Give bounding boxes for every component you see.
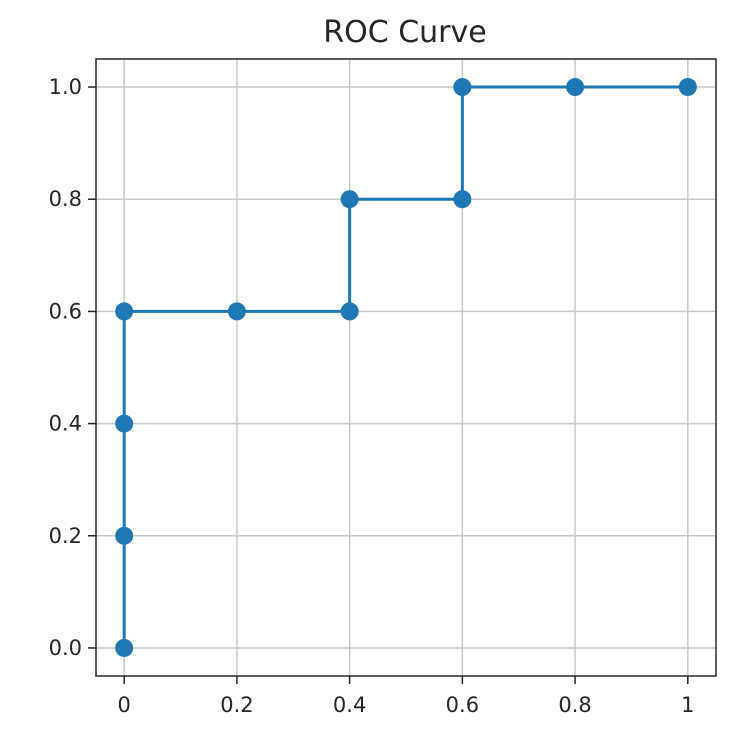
data-point <box>453 78 472 97</box>
y-tick-label: 0.4 <box>49 412 82 436</box>
data-point <box>227 302 246 321</box>
chart-title: ROC Curve <box>323 15 486 50</box>
data-point <box>115 302 134 321</box>
data-point <box>340 190 359 209</box>
x-tick-label: 0 <box>117 693 130 717</box>
data-point <box>566 78 585 97</box>
data-point <box>115 638 134 657</box>
y-tick-label: 0.6 <box>49 299 82 323</box>
tick-layer: 0 0.2 0.4 0.6 0.8 1 0.0 0.2 0.4 0.6 0.8 1.0 <box>49 75 695 717</box>
data-point <box>115 414 134 433</box>
x-tick-label: 1 <box>681 693 694 717</box>
data-point <box>340 302 359 321</box>
data-point <box>678 78 697 97</box>
x-tick-label: 0.2 <box>220 693 253 717</box>
x-tick-label: 0.6 <box>446 693 479 717</box>
y-tick-label: 1.0 <box>49 75 82 99</box>
y-tick-label: 0.8 <box>49 187 82 211</box>
data-point <box>115 526 134 545</box>
x-tick-label: 0.4 <box>333 693 366 717</box>
series-layer <box>115 78 697 657</box>
plot-frame <box>95 58 717 677</box>
x-tick-label: 0.8 <box>558 693 591 717</box>
y-tick-label: 0.2 <box>49 524 82 548</box>
series-line <box>122 85 688 648</box>
grid-layer <box>96 59 716 676</box>
y-tick-label: 0.0 <box>49 636 82 660</box>
data-point <box>453 190 472 209</box>
